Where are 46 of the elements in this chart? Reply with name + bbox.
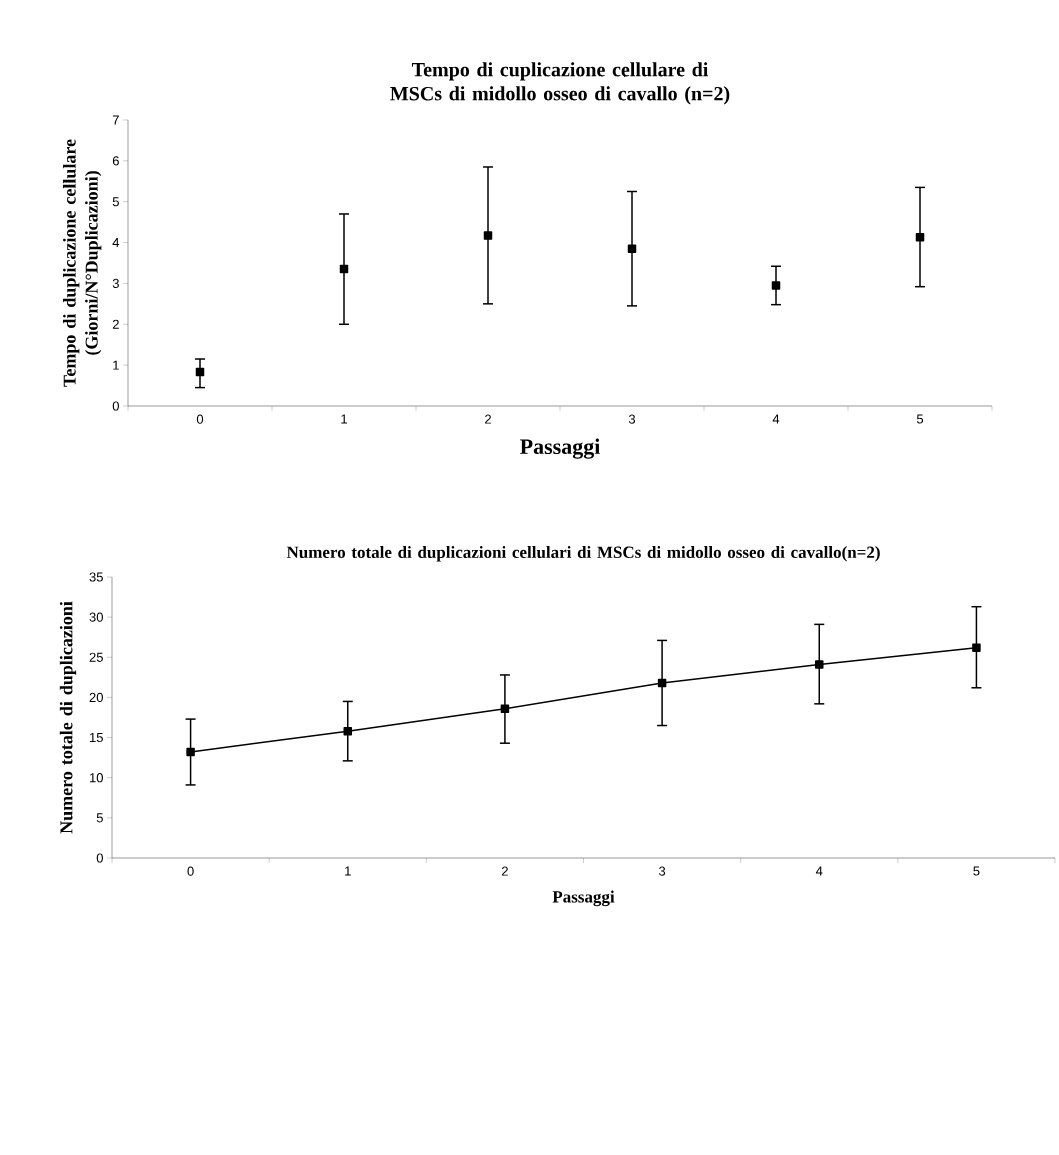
y-tick-label: 30	[89, 612, 103, 622]
y-tick-label: 25	[89, 652, 103, 662]
y-tick-label: 35	[89, 572, 103, 582]
x-tick-label: 0	[187, 866, 194, 876]
chart-title: Numero totale di duplicazioni cellulari di MSCs di midollo osseo di cavallo(n=2)	[286, 546, 880, 562]
x-tick-label: 2	[485, 414, 491, 424]
y-tick-label: 15	[90, 733, 103, 743]
point	[627, 244, 637, 253]
x-tick-label: 5	[973, 866, 980, 876]
y-tick-label: 1	[113, 360, 119, 370]
y-tick-label: 5	[96, 813, 103, 823]
point	[343, 726, 352, 736]
point	[657, 678, 667, 688]
y-axis-title: Tempo di duplicazione cellulare (Giorni/N°Duplicazioni)	[63, 139, 102, 387]
x-tick-label: 3	[628, 414, 636, 424]
point	[195, 367, 205, 377]
x-tick-label: 5	[916, 414, 924, 424]
y-tick-label: 3	[112, 278, 119, 289]
y-tick-label: 2	[112, 319, 119, 329]
point	[915, 233, 925, 242]
y-tick-label: 5	[112, 197, 119, 207]
y-tick-label: 0	[96, 853, 103, 863]
x-tick-label: 3	[658, 866, 666, 876]
x-tick-label: 4	[772, 414, 780, 424]
x-axis-title: Passaggi	[520, 438, 601, 459]
y-tick-label: 10	[90, 773, 103, 783]
x-tick-label: 1	[345, 866, 351, 876]
x-axis-title: Passaggi	[552, 890, 615, 907]
point	[815, 660, 824, 669]
point	[483, 231, 493, 240]
point	[972, 643, 981, 652]
y-tick-label: 4	[112, 238, 120, 248]
point	[771, 281, 781, 290]
chart-title: Tempo di cuplicazione cellulare di MSCs di midollo osseo di cavallo (n=2)	[390, 62, 730, 105]
x-tick-label: 4	[815, 866, 823, 876]
x-tick-label: 2	[501, 866, 508, 876]
y-tick-label: 6	[112, 156, 119, 166]
point	[186, 747, 195, 757]
y-axis-title: Numero totale di duplicazioni	[59, 601, 77, 834]
x-tick-label: 0	[196, 414, 204, 424]
point	[500, 704, 510, 713]
x-tick-label: 1	[341, 414, 347, 424]
y-tick-label: 20	[89, 692, 103, 703]
y-tick-label: 0	[112, 401, 119, 411]
point	[339, 264, 349, 274]
y-tick-label: 7	[112, 115, 119, 125]
